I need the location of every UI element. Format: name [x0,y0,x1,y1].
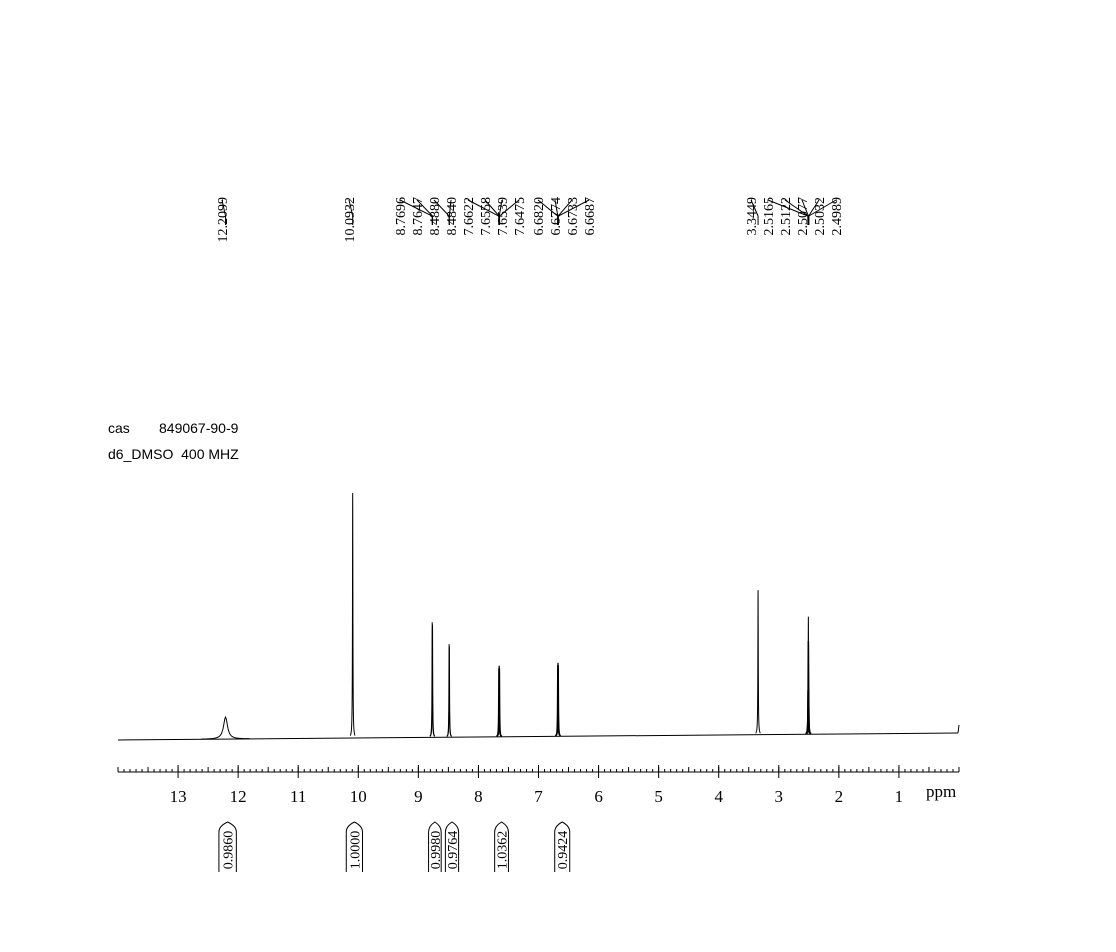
peak-label: 6.6733 [566,197,581,236]
x-tick-label: 1 [895,787,904,806]
integral-bracket [554,821,571,872]
x-tick-label: 7 [534,787,543,806]
integral-label: 1.0362 [496,831,511,870]
integral-bracket [444,821,460,872]
peak-label: 2.5165 [762,197,777,236]
peak-label: 6.6687 [583,197,598,236]
peak-connector [499,199,520,225]
peak [446,646,453,737]
peak-label: 2.4989 [830,197,845,236]
peak-label: 7.6558 [479,197,494,236]
x-tick-label: 2 [835,787,844,806]
cas-number: 849067-90-9 [159,420,239,436]
peak [555,665,562,737]
x-tick-label: 9 [414,787,423,806]
peak-label: 8.4880 [428,197,443,236]
integral-bracket [428,821,442,872]
peak [755,590,761,734]
peak-label: 6.6820 [532,197,547,236]
x-tick-label: 12 [230,787,247,806]
peak-connector [808,199,837,225]
x-tick-label: 13 [170,787,187,806]
peak-label: 2.5122 [779,197,794,236]
peak-label: 3.3449 [745,197,760,236]
peak-label: 8.7647 [411,197,426,236]
cas-label: cas [108,420,130,436]
peak-connector [416,199,433,225]
x-tick-label: 11 [290,787,306,806]
baseline [117,732,959,741]
peak [429,624,436,737]
peak-label: 8.4840 [445,197,460,236]
peak [496,668,503,737]
x-axis-label: ppm [926,782,956,801]
baseline-end [957,724,960,734]
peak-label: 10.0932 [343,197,358,243]
peak-label: 2.5077 [796,197,811,236]
peak [349,493,356,736]
x-tick-label: 5 [654,787,663,806]
integral-label: 0.9764 [446,831,461,870]
integral-label: 0.9860 [222,831,237,870]
peak [806,690,812,735]
conditions: d6_DMSO 400 MHZ [108,446,239,462]
peak-label: 6.6774 [549,197,564,236]
integral-label: 0.9424 [556,831,571,870]
peak-connector [221,199,227,225]
peak-label: 7.6539 [496,197,511,236]
integral-bracket [494,821,509,872]
integral-bracket [345,821,363,872]
peak-connector [348,199,354,225]
integral-label: 1.0000 [348,831,363,870]
x-tick-label: 3 [775,787,784,806]
x-tick-label: 10 [350,787,367,806]
x-tick-label: 8 [474,787,483,806]
peak-label: 8.7696 [394,197,409,236]
peak-connector [557,199,590,225]
peak-label: 7.6475 [513,197,528,236]
peak-label: 7.6622 [462,197,477,236]
peak-connector [448,199,452,225]
peak [201,715,250,740]
peak-label: 12.2099 [216,197,231,243]
x-tick-label: 6 [594,787,603,806]
peak-connector [750,199,759,225]
integral-bracket [218,821,237,872]
peak-label: 2.5032 [813,197,828,236]
integral-label: 0.9980 [429,831,444,870]
x-tick-label: 4 [714,787,723,806]
